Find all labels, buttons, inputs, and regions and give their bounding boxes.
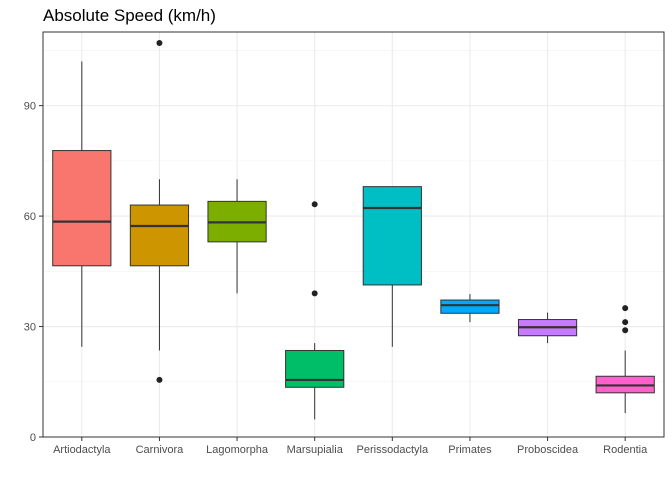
- box-body: [440, 299, 500, 314]
- box-marsupialia: [285, 201, 345, 420]
- y-tick-label: 30: [24, 322, 36, 334]
- box-body: [129, 204, 190, 267]
- outlier-point: [311, 201, 318, 208]
- outlier-point: [156, 376, 163, 383]
- axes-layer: 0 30 60 90 Artiodactyla Carnivora Lagomorpha Ma…: [24, 101, 648, 456]
- x-tick-label: Proboscidea: [517, 444, 579, 456]
- x-tick-label: Lagomorpha: [206, 444, 269, 456]
- box-artiodactyla: [52, 61, 112, 347]
- box-rodentia: [595, 305, 655, 414]
- outlier-point: [622, 305, 629, 312]
- box-body: [52, 150, 112, 267]
- outlier-point: [622, 327, 629, 334]
- x-tick-label: Artiodactyla: [53, 444, 111, 456]
- x-tick-label: Rodentia: [603, 444, 648, 456]
- x-tick-label: Primates: [448, 444, 492, 456]
- chart-title: Absolute Speed (km/h): [43, 6, 216, 25]
- y-tick-label: 60: [24, 211, 36, 223]
- outlier-point: [622, 319, 629, 326]
- box-carnivora: [129, 40, 190, 383]
- boxes-layer: [52, 40, 655, 420]
- outlier-point: [156, 40, 163, 47]
- x-tick-label: Perissodactyla: [357, 444, 429, 456]
- box-perissodactyla: [362, 186, 422, 347]
- y-tick-label: 0: [30, 432, 36, 444]
- y-tick-label: 90: [24, 101, 36, 113]
- box-primates: [440, 294, 500, 323]
- box-proboscidea: [517, 312, 578, 344]
- plot-panel-border: [42, 31, 665, 438]
- outlier-point: [311, 290, 318, 297]
- x-tick-label: Carnivora: [136, 444, 185, 456]
- box-lagomorpha: [207, 179, 267, 294]
- box-body: [362, 186, 422, 286]
- x-tick-label: Marsupialia: [287, 444, 344, 456]
- box-body: [285, 349, 345, 388]
